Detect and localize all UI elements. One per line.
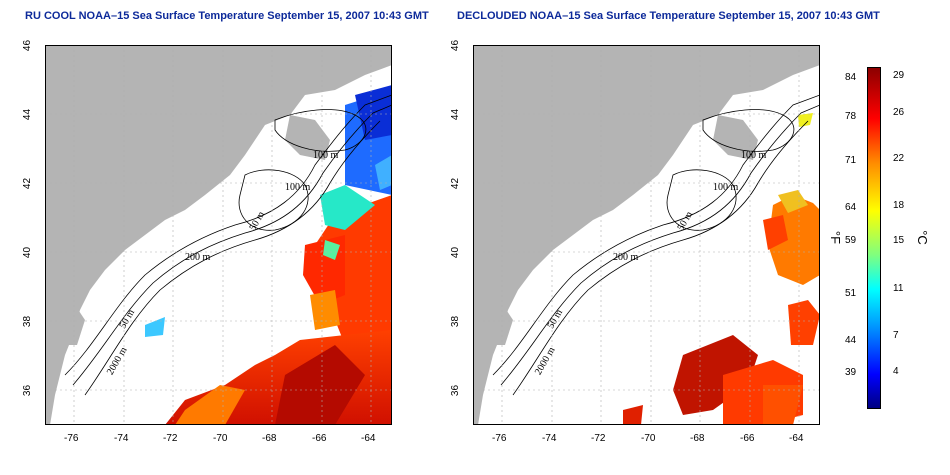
lat-lon-grid-left	[45, 45, 392, 425]
celsius-tick: 7	[893, 330, 899, 341]
celsius-axis-label: °C	[914, 230, 930, 245]
lon-tick: -74	[114, 433, 129, 444]
right-panel-title: DECLOUDED NOAA–15 Sea Surface Temperatur…	[457, 10, 880, 22]
lat-tick: 44	[22, 108, 34, 121]
celsius-tick: 18	[893, 200, 905, 211]
lat-tick: 36	[450, 384, 462, 397]
fahrenheit-tick: 59	[845, 235, 857, 246]
lat-tick: 36	[22, 384, 34, 397]
lon-tick: -70	[213, 433, 228, 444]
map-frame-right	[473, 45, 820, 425]
lon-tick: -64	[361, 433, 376, 444]
lon-tick: -66	[740, 433, 755, 444]
lat-tick: 40	[450, 246, 462, 259]
fahrenheit-tick: 39	[845, 367, 857, 378]
contour-label-100m-a: 100 m	[741, 150, 767, 161]
left-panel-title: RU COOL NOAA–15 Sea Surface Temperature …	[25, 10, 429, 22]
land-left	[45, 45, 392, 425]
lon-tick: -72	[163, 433, 178, 444]
color-bar	[867, 67, 881, 409]
lon-tick: -68	[690, 433, 705, 444]
lat-tick: 38	[450, 315, 462, 328]
fahrenheit-tick: 84	[845, 72, 857, 83]
lat-tick: 38	[22, 315, 34, 328]
fahrenheit-axis-label: °F	[828, 230, 844, 245]
fahrenheit-tick: 78	[845, 111, 857, 122]
lat-tick: 44	[450, 108, 462, 121]
contour-label-100m-b: 100 m	[713, 182, 739, 193]
contour-label-200m: 200 m	[613, 252, 639, 263]
lon-tick: -72	[591, 433, 606, 444]
fahrenheit-tick: 71	[845, 155, 857, 166]
lat-tick: 42	[22, 177, 34, 190]
lon-tick: -70	[641, 433, 656, 444]
lon-tick: -68	[262, 433, 277, 444]
left-sst-map: 100 m 100 m 50 m 200 m 50 m 2000 m	[45, 45, 392, 425]
lat-tick: 40	[22, 246, 34, 259]
celsius-tick: 29	[893, 70, 905, 81]
fahrenheit-tick: 64	[845, 202, 857, 213]
lon-tick: -74	[542, 433, 557, 444]
celsius-tick: 15	[893, 235, 905, 246]
celsius-tick: 11	[893, 283, 904, 294]
contour-label-200m: 200 m	[185, 252, 211, 263]
depth-contours-right	[492, 94, 820, 396]
depth-contours-left	[64, 94, 392, 396]
celsius-tick: 26	[893, 107, 905, 118]
fahrenheit-tick: 51	[845, 288, 857, 299]
contour-label-100m-b: 100 m	[285, 182, 311, 193]
lat-tick: 42	[450, 177, 462, 190]
lon-tick: -76	[64, 433, 79, 444]
lat-tick: 46	[22, 39, 34, 52]
lon-tick: -66	[312, 433, 327, 444]
right-sst-map: 100 m 100 m 50 m 200 m 50 m 2000 m	[473, 45, 820, 425]
celsius-tick: 4	[893, 366, 899, 377]
celsius-tick: 22	[893, 153, 905, 164]
lat-lon-grid-right	[473, 45, 820, 425]
map-frame-left	[45, 45, 392, 425]
lat-tick: 46	[450, 39, 462, 52]
lon-tick: -64	[789, 433, 804, 444]
lon-tick: -76	[492, 433, 507, 444]
contour-label-100m-a: 100 m	[313, 150, 339, 161]
fahrenheit-tick: 44	[845, 335, 857, 346]
land-right	[473, 45, 820, 425]
